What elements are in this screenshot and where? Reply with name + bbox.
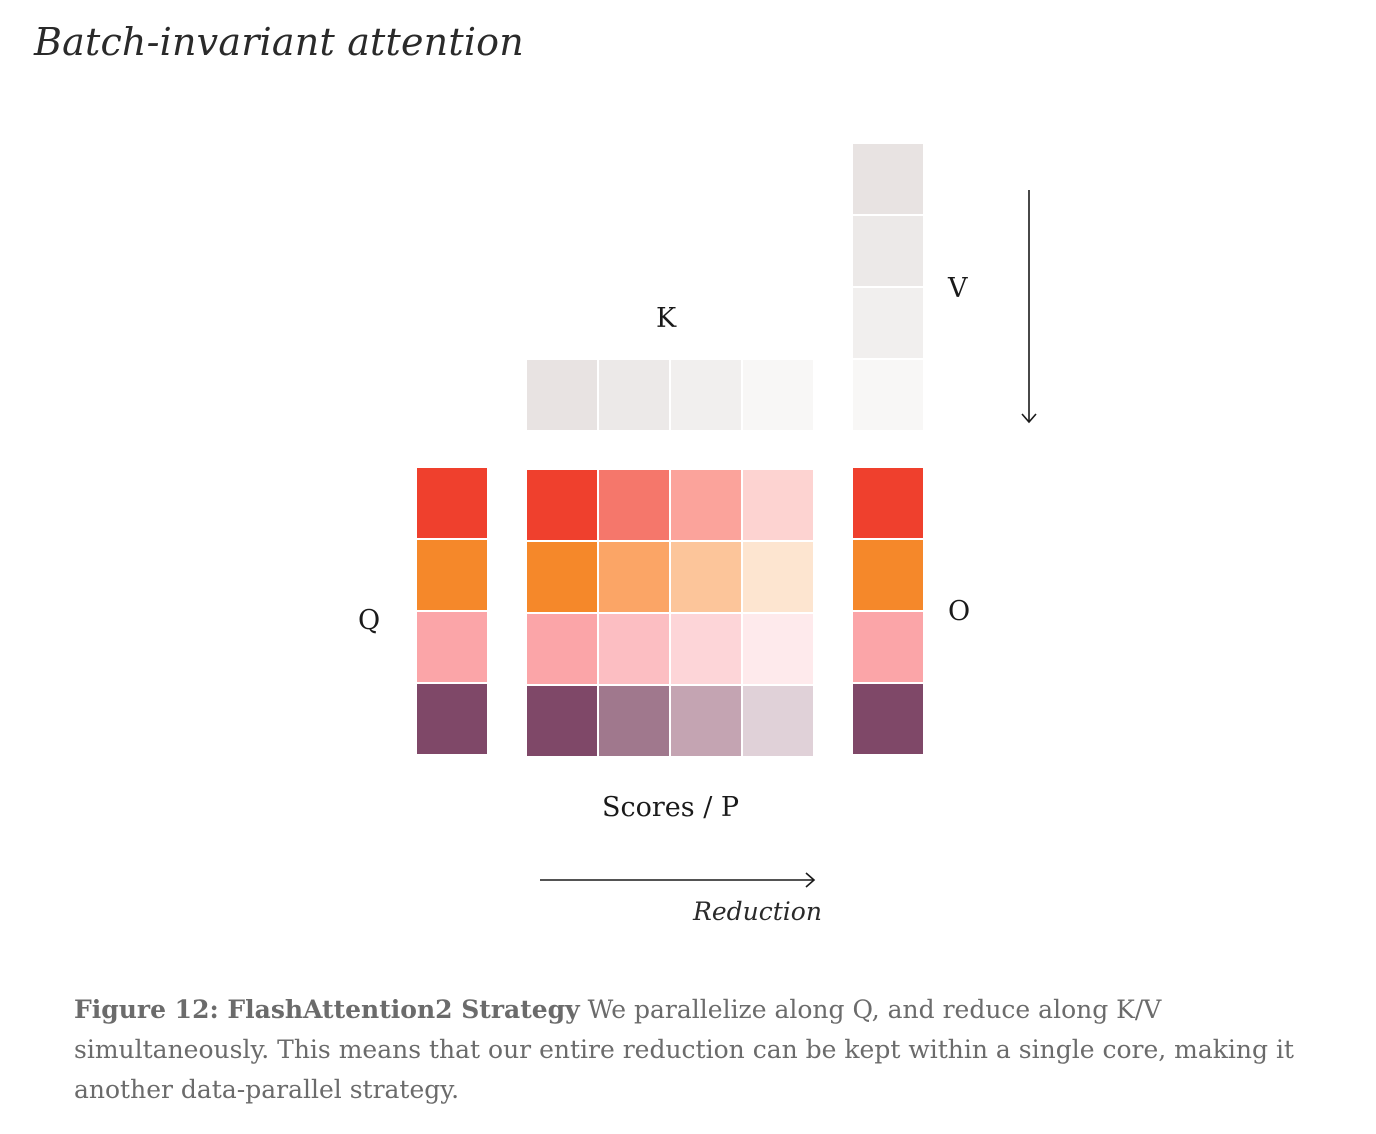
q-cell — [417, 612, 487, 682]
score-cell — [527, 686, 597, 756]
o-cell — [853, 468, 923, 538]
score-cell — [743, 470, 813, 540]
score-cell — [527, 470, 597, 540]
q-cell — [417, 468, 487, 538]
page-title: Batch-invariant attention — [34, 20, 524, 64]
v-cell — [853, 216, 923, 286]
score-cell — [671, 470, 741, 540]
k-cell — [671, 360, 741, 430]
figure-caption: Figure 12: FlashAttention2 Strategy We p… — [74, 990, 1324, 1110]
score-cell — [527, 614, 597, 684]
score-cell — [599, 614, 669, 684]
o-cell — [853, 612, 923, 682]
o-label: O — [948, 596, 971, 627]
v-label: V — [948, 273, 968, 304]
score-cell — [599, 686, 669, 756]
k-cell — [599, 360, 669, 430]
score-cell — [743, 614, 813, 684]
score-cell — [743, 686, 813, 756]
k-label: K — [656, 303, 677, 334]
score-cell — [671, 542, 741, 612]
v-cell — [853, 288, 923, 358]
k-cell — [527, 360, 597, 430]
o-cell — [853, 540, 923, 610]
reduction-label: Reduction — [693, 897, 822, 926]
q-cell — [417, 540, 487, 610]
right-arrow-icon — [540, 872, 816, 888]
score-cell — [671, 614, 741, 684]
v-cell — [853, 144, 923, 214]
figure-caption-text: We parallelize along Q, and reduce along… — [74, 995, 1294, 1104]
score-cell — [743, 542, 813, 612]
v-cell — [853, 360, 923, 430]
score-cell — [527, 542, 597, 612]
q-label: Q — [358, 605, 381, 636]
scores-label: Scores / P — [602, 792, 740, 823]
o-cell — [853, 684, 923, 754]
score-cell — [599, 470, 669, 540]
down-arrow-icon — [1021, 190, 1037, 424]
k-cell — [743, 360, 813, 430]
score-cell — [671, 686, 741, 756]
q-cell — [417, 684, 487, 754]
score-cell — [599, 542, 669, 612]
figure-label: Figure 12: FlashAttention2 Strategy — [74, 995, 580, 1024]
